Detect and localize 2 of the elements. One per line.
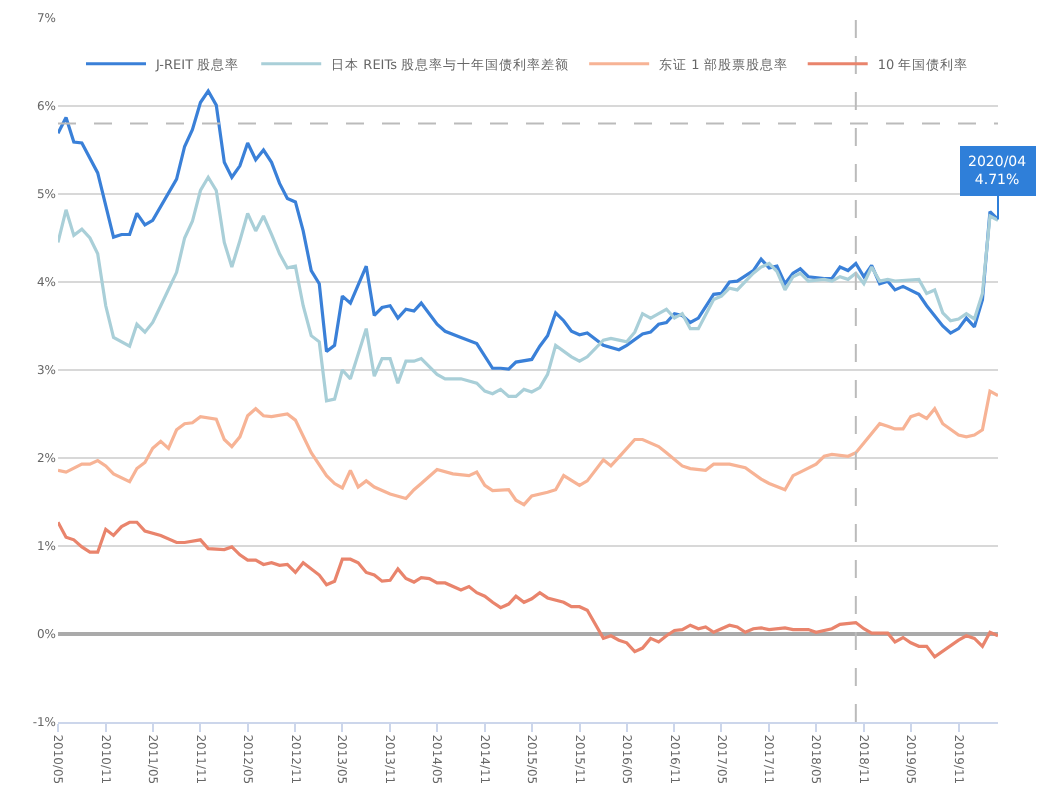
- line-series: [58, 520, 998, 659]
- line-series: [58, 389, 998, 507]
